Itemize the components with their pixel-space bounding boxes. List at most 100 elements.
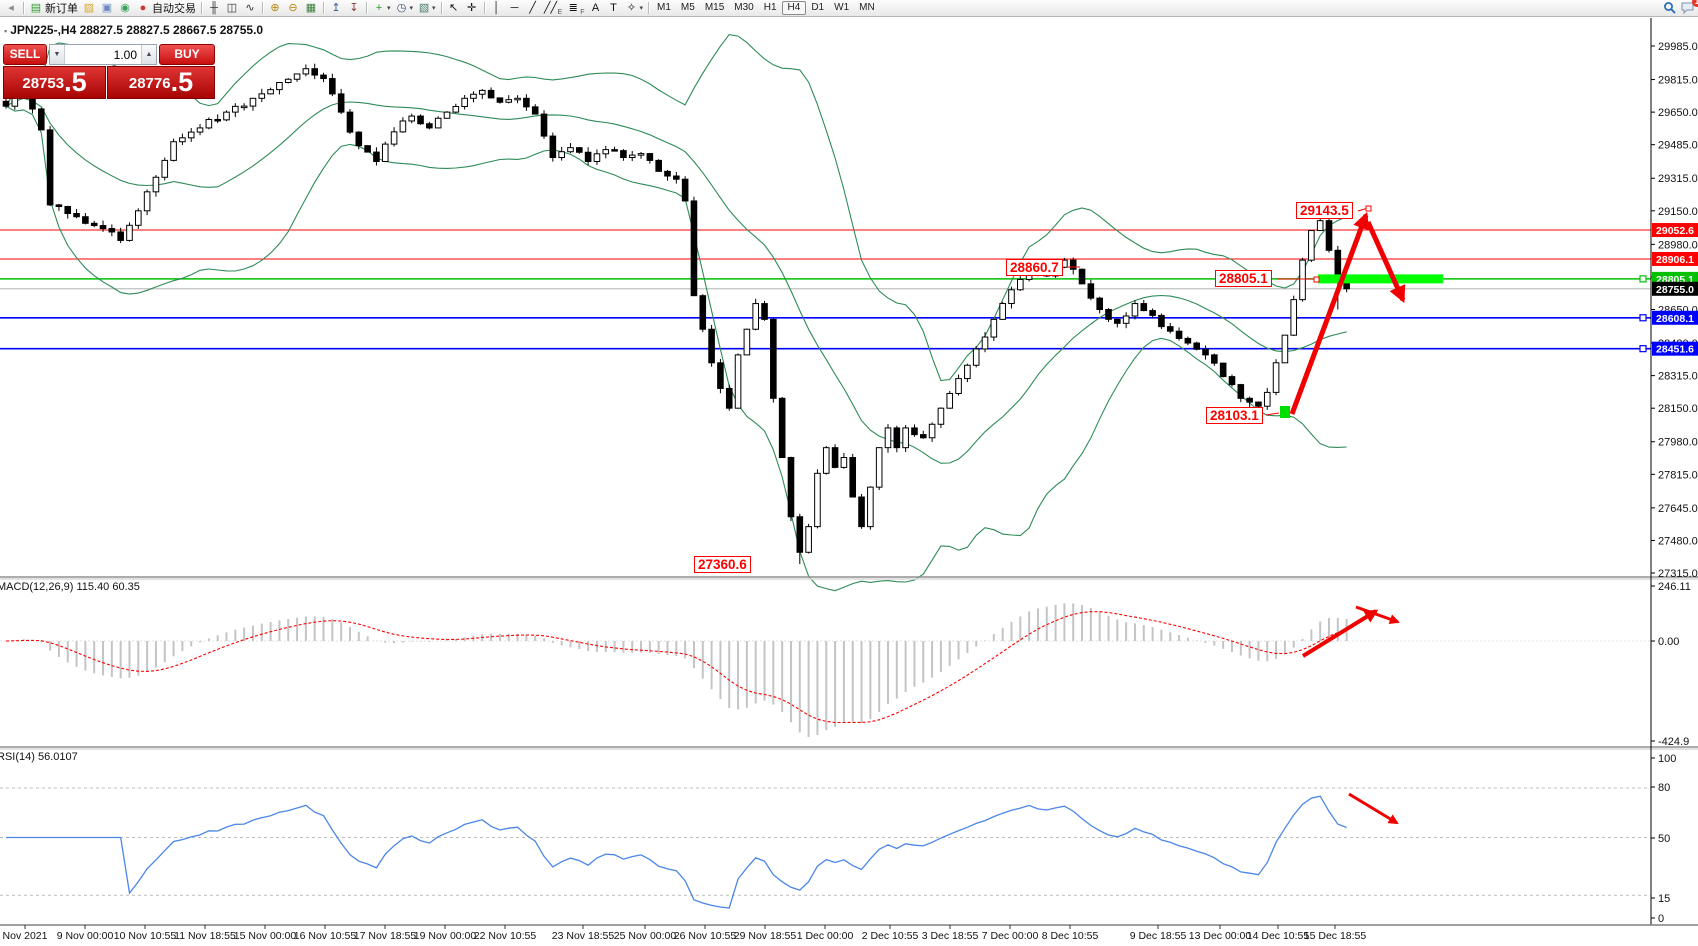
trendline-icon: ╱ — [529, 1, 536, 14]
autotrading-icon: ● — [139, 1, 147, 14]
new-order-icon: ▤ — [30, 1, 42, 14]
price-annotation-label[interactable]: 27360.6 — [694, 556, 751, 573]
chart-back-icon: ◂ — [8, 1, 14, 14]
timeframe-button-m15[interactable]: M15 — [704, 2, 725, 13]
buy-price-box[interactable]: 28776 .5 — [107, 66, 215, 99]
bar-chart-type-icon[interactable]: ╫ — [205, 1, 223, 16]
svg-text:100: 100 — [1658, 753, 1676, 765]
sell-price-main: 28753 — [22, 75, 65, 92]
arrange-up-icon[interactable]: ↥ — [327, 1, 345, 16]
svg-text:28451.6: 28451.6 — [1656, 344, 1694, 356]
svg-text:10 Nov 10:55: 10 Nov 10:55 — [114, 930, 177, 942]
signals-icon: ◉ — [120, 1, 130, 14]
chart-back-icon[interactable]: ◂ — [2, 1, 20, 16]
new-order-icon[interactable]: ▤ 新订单 — [27, 1, 80, 16]
one-click-trading-panel: SELL ▼ ▲ BUY 28753 .5 28776 .5 — [3, 44, 215, 99]
price-annotation-label[interactable]: 29143.5 — [1296, 202, 1353, 219]
channel-icon-sub: E — [557, 8, 563, 16]
timeframe-button-m1[interactable]: M1 — [657, 2, 671, 13]
fibonacci-icon-sub: F — [580, 8, 585, 16]
label-icon[interactable]: T — [605, 1, 623, 16]
candlestick-chart-type-icon[interactable]: ◫ — [223, 1, 241, 16]
price-annotation-label[interactable]: 28805.1 — [1215, 270, 1272, 287]
svg-text:28608.1: 28608.1 — [1656, 313, 1694, 325]
svg-text:15: 15 — [1658, 893, 1670, 905]
zoom-in-icon: ⊕ — [270, 1, 280, 14]
price-axis-badges: 29052.628906.128805.128755.028608.128451… — [1652, 223, 1698, 356]
profiles-icon[interactable]: ▨ — [80, 1, 98, 16]
chevron-down-icon[interactable]: ▾ — [639, 5, 644, 12]
line-chart-type-icon[interactable]: ∿ — [241, 1, 259, 16]
sell-button[interactable]: SELL — [3, 44, 47, 65]
period-clock-icon[interactable]: ◷ ▾ — [393, 1, 416, 16]
svg-text:27480.0: 27480.0 — [1658, 535, 1698, 547]
timeframe-button-h4[interactable]: H4 — [781, 1, 807, 15]
svg-text:8 Dec 10:55: 8 Dec 10:55 — [1042, 930, 1099, 942]
timeframe-button-mn[interactable]: MN — [859, 2, 875, 13]
toolbar-separator — [440, 2, 442, 14]
timeframe-button-w1[interactable]: W1 — [834, 2, 850, 13]
timeframe-button-m5[interactable]: M5 — [680, 2, 695, 13]
timeframe-button-m30[interactable]: M30 — [734, 2, 754, 13]
svg-text:29650.0: 29650.0 — [1658, 107, 1698, 119]
svg-text:0: 0 — [1658, 913, 1664, 925]
chat-icon[interactable]: 1 — [1679, 0, 1698, 16]
horizontal-line-icon[interactable]: ─ — [506, 1, 524, 16]
svg-text:80: 80 — [1658, 782, 1670, 794]
text-icon: A — [591, 1, 600, 14]
profiles-icon: ▨ — [83, 1, 95, 14]
timeframe-button-h1[interactable]: H1 — [763, 2, 777, 13]
swing-low-highlight — [1280, 406, 1290, 418]
buy-button[interactable]: BUY — [159, 44, 215, 65]
svg-text:29485.0: 29485.0 — [1658, 140, 1698, 152]
channel-icon[interactable]: ╱╱ E — [542, 1, 565, 16]
svg-text:0.00: 0.00 — [1658, 636, 1679, 648]
sell-price-box[interactable]: 28753 .5 — [3, 66, 106, 99]
svg-text:22 Nov 10:55: 22 Nov 10:55 — [474, 930, 537, 942]
svg-text:27980.0: 27980.0 — [1658, 437, 1698, 449]
price-annotation-label[interactable]: 28860.7 — [1006, 259, 1063, 276]
svg-text:29052.6: 29052.6 — [1656, 225, 1694, 237]
text-icon[interactable]: A — [587, 1, 605, 16]
timeframe-button-d1[interactable]: D1 — [811, 2, 825, 13]
zoom-in-icon[interactable]: ⊕ — [266, 1, 284, 16]
trendline-icon[interactable]: ╱ — [524, 1, 542, 16]
volume-up-button[interactable]: ▲ — [141, 45, 156, 64]
svg-text:27315.0: 27315.0 — [1658, 568, 1698, 580]
bar-chart-type-icon: ╫ — [210, 1, 218, 14]
arrange-down-icon[interactable]: ↧ — [345, 1, 363, 16]
svg-text:Nov 2021: Nov 2021 — [3, 930, 48, 942]
price-annotation-label[interactable]: 28103.1 — [1206, 407, 1263, 424]
cursor-icon[interactable]: ↖ — [445, 1, 463, 16]
autotrading-icon[interactable]: ● 自动交易 — [134, 1, 198, 16]
zoom-out-icon[interactable]: ⊖ — [284, 1, 302, 16]
vertical-line-icon[interactable]: │ — [488, 1, 506, 16]
label-icon: T — [610, 1, 617, 14]
svg-text:15 Dec 18:55: 15 Dec 18:55 — [1304, 930, 1367, 942]
search-icon[interactable] — [1661, 1, 1679, 16]
terminal-icon[interactable]: ▣ — [98, 1, 116, 16]
tile-windows-icon[interactable]: ▦ — [302, 1, 320, 16]
chevron-down-icon[interactable]: ▾ — [387, 5, 391, 12]
macd-indicator-label: MACD(12,26,9) 115.40 60.35 — [0, 581, 140, 593]
arrange-up-icon: ↥ — [331, 1, 341, 14]
sell-price-pips: .5 — [64, 67, 87, 97]
channel-icon: ╱╱ — [543, 1, 558, 14]
chevron-down-icon[interactable]: ▾ — [432, 5, 436, 12]
volume-down-button[interactable]: ▼ — [50, 45, 65, 64]
top-toolbar: ◂ ▤ 新订单 ▨ ▣ ◉ ● 自动交易 ╫ ◫ ∿ ⊕ ⊖ ▦ ↥ ↧ + ▾ ◷ ▾ ▧ ▾ ↖ ✛ │ ─ ╱ ╱╱ E ≣ F A T ✧… — [0, 0, 1698, 17]
add-indicator-icon[interactable]: + ▾ — [370, 1, 393, 16]
arrows-tool-icon[interactable]: ✧ ▾ — [623, 1, 646, 16]
horizontal-level-lines — [0, 229, 1651, 353]
signals-icon[interactable]: ◉ — [116, 1, 134, 16]
chevron-down-icon[interactable]: ▾ — [409, 5, 414, 12]
volume-input[interactable] — [65, 45, 141, 64]
svg-text:28755.0: 28755.0 — [1656, 284, 1694, 296]
fibonacci-icon[interactable]: ≣ F — [564, 1, 586, 16]
svg-text:23 Nov 18:55: 23 Nov 18:55 — [552, 930, 615, 942]
crosshair-icon[interactable]: ✛ — [463, 1, 481, 16]
template-icon[interactable]: ▧ ▾ — [415, 1, 438, 16]
buy-price-main: 28776 — [128, 75, 171, 92]
